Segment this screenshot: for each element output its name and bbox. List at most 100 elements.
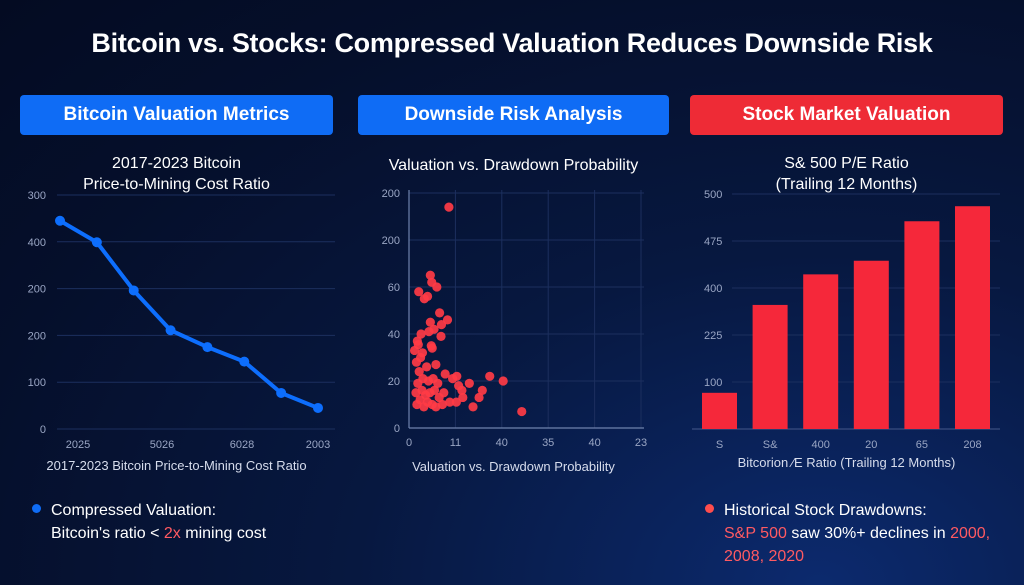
scatter-point [439, 388, 449, 398]
bar [904, 221, 940, 429]
x-tick-label: S& [763, 439, 778, 451]
left-chart-title: 2017-2023 Bitcoin Price-to-Mining Cost R… [20, 153, 333, 195]
data-point [91, 237, 102, 248]
x-tick-label: 6028 [230, 439, 254, 451]
stock-market-valuation-header: Stock Market Valuation [690, 95, 1003, 135]
bar [752, 304, 788, 429]
scatter-chart: 0 20 40 60 200 200 0 11 40 35 40 23 [382, 188, 647, 449]
middle-x-axis-label: Valuation vs. Drawdown Probability [412, 459, 615, 474]
scatter-point [464, 378, 474, 388]
scatter-point [427, 277, 437, 287]
x-tick-label: 400 [812, 439, 830, 451]
note-text: saw 30%+ declines in [786, 525, 951, 542]
middle-chart-title: Valuation vs. Drawdown Probability [388, 157, 639, 174]
scatter-point [451, 397, 461, 407]
scatter-point [413, 339, 423, 350]
note-title: Compressed Valuation: [51, 502, 217, 519]
scatter-point [422, 362, 432, 372]
scatter-point [433, 378, 443, 388]
x-tick-label: 40 [588, 437, 600, 449]
scatter-point [436, 320, 447, 330]
y-tick-label: 200 [382, 235, 400, 247]
y-tick-label: 200 [382, 188, 400, 200]
bar [803, 274, 839, 429]
note-highlight: 2x [163, 525, 181, 542]
scatter-point [429, 324, 439, 334]
bar [955, 206, 990, 429]
compressed-valuation-note: Compressed Valuation: Bitcoin's ratio < … [32, 499, 266, 545]
bar [702, 392, 737, 429]
x-tick-label: 0 [406, 437, 412, 449]
line-chart: 0 100 200 200 400 300 2025 5026 6028 2003 [28, 190, 335, 451]
data-point [313, 402, 323, 413]
scatter-point [444, 202, 454, 212]
scatter-point [429, 385, 440, 395]
data-point [55, 215, 65, 226]
scatter-point [436, 331, 446, 341]
scatter-point [419, 294, 429, 304]
x-tick-label: 2025 [66, 439, 90, 451]
data-point [276, 387, 287, 398]
scatter-point [485, 371, 495, 381]
data-point [165, 325, 176, 336]
x-tick-label: 2003 [306, 439, 330, 451]
scatter-point [437, 399, 448, 410]
note-text-end: mining cost [180, 525, 267, 542]
scatter-point [440, 369, 450, 379]
downside-risk-header: Downside Risk Analysis [358, 95, 669, 135]
y-tick-label: 225 [704, 330, 722, 342]
left-chart-title-line1: 2017-2023 Bitcoin [112, 155, 241, 172]
left-chart-title-line2: Price-to-Mining Cost Ratio [83, 176, 270, 193]
x-tick-label: 20 [865, 439, 877, 451]
scatter-point [454, 381, 464, 391]
y-tick-label: 200 [28, 330, 46, 342]
x-tick-label: 35 [542, 437, 554, 449]
y-tick-label: 20 [388, 376, 400, 388]
scatter-point [452, 371, 462, 381]
right-x-axis-label: Bitcorion ∕E Ratio (Trailing 12 Months) [737, 455, 956, 470]
y-tick-label: 0 [40, 424, 46, 436]
scatter-point [477, 385, 487, 395]
note-highlight-2000: 2000, [950, 525, 991, 542]
x-tick-label: 23 [635, 437, 647, 449]
scatter-point [474, 392, 484, 403]
scatter-point [517, 406, 527, 417]
y-tick-label: 200 [28, 284, 46, 296]
y-tick-label: 0 [394, 423, 400, 435]
y-tick-label: 300 [28, 190, 46, 202]
data-point [239, 356, 250, 367]
left-x-axis-label: 2017-2023 Bitcoin Price-to-Mining Cost R… [46, 458, 307, 473]
scatter-point [416, 329, 426, 339]
right-chart-title: S& 500 P/E Ratio (Trailing 12 Months) [690, 153, 1003, 195]
scatter-point [414, 287, 424, 297]
scatter-point [425, 317, 435, 327]
bitcoin-valuation-header: Bitcoin Valuation Metrics [20, 95, 333, 135]
historical-drawdowns-note: Historical Stock Drawdowns: S&P 500 saw … [705, 499, 1024, 568]
x-tick-label: 11 [450, 437, 461, 449]
y-tick-label: 40 [388, 329, 400, 341]
blue-bullet-icon [32, 504, 41, 513]
scatter-point [468, 402, 478, 412]
note-text: Bitcoin's ratio < [51, 525, 164, 542]
data-point [202, 342, 213, 353]
scatter-point [427, 343, 437, 353]
scatter-point [425, 270, 435, 280]
note-highlight-years: 2008, 2020 [724, 548, 805, 565]
x-tick-label: 208 [963, 439, 981, 451]
scatter-point [416, 352, 426, 363]
bar-chart: 100 225 400 475 500 S S& 400 20 65 208 [692, 189, 1000, 451]
y-tick-label: 100 [28, 377, 46, 389]
data-line [58, 219, 319, 410]
x-tick-label: 40 [496, 437, 508, 449]
scatter-point [431, 359, 441, 370]
bar [853, 260, 889, 429]
x-tick-label: S [716, 439, 723, 451]
right-chart-title-line2: (Trailing 12 Months) [775, 176, 918, 193]
page-title: Bitcoin vs. Stocks: Compressed Valuation… [91, 28, 933, 58]
scatter-point [498, 376, 508, 386]
y-tick-label: 475 [704, 236, 722, 248]
y-tick-label: 100 [704, 377, 722, 389]
red-bullet-icon [705, 504, 714, 513]
scatter-point [458, 392, 468, 403]
scatter-point [435, 308, 445, 318]
